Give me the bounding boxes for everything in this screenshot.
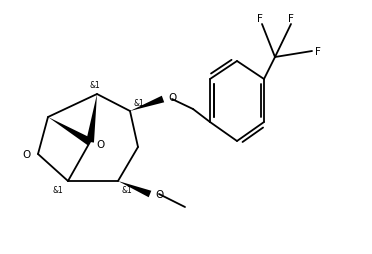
Text: &1: &1 <box>121 185 132 194</box>
Polygon shape <box>48 118 92 146</box>
Polygon shape <box>86 95 97 143</box>
Text: F: F <box>257 14 263 24</box>
Text: F: F <box>315 47 321 57</box>
Text: O: O <box>168 93 176 103</box>
Text: &1: &1 <box>52 185 63 194</box>
Text: O: O <box>96 139 104 149</box>
Text: O: O <box>155 189 163 199</box>
Text: &1: &1 <box>90 81 100 90</box>
Polygon shape <box>118 181 151 197</box>
Text: &1: &1 <box>133 99 144 108</box>
Text: O: O <box>23 149 31 159</box>
Polygon shape <box>130 96 164 112</box>
Text: F: F <box>288 14 294 24</box>
